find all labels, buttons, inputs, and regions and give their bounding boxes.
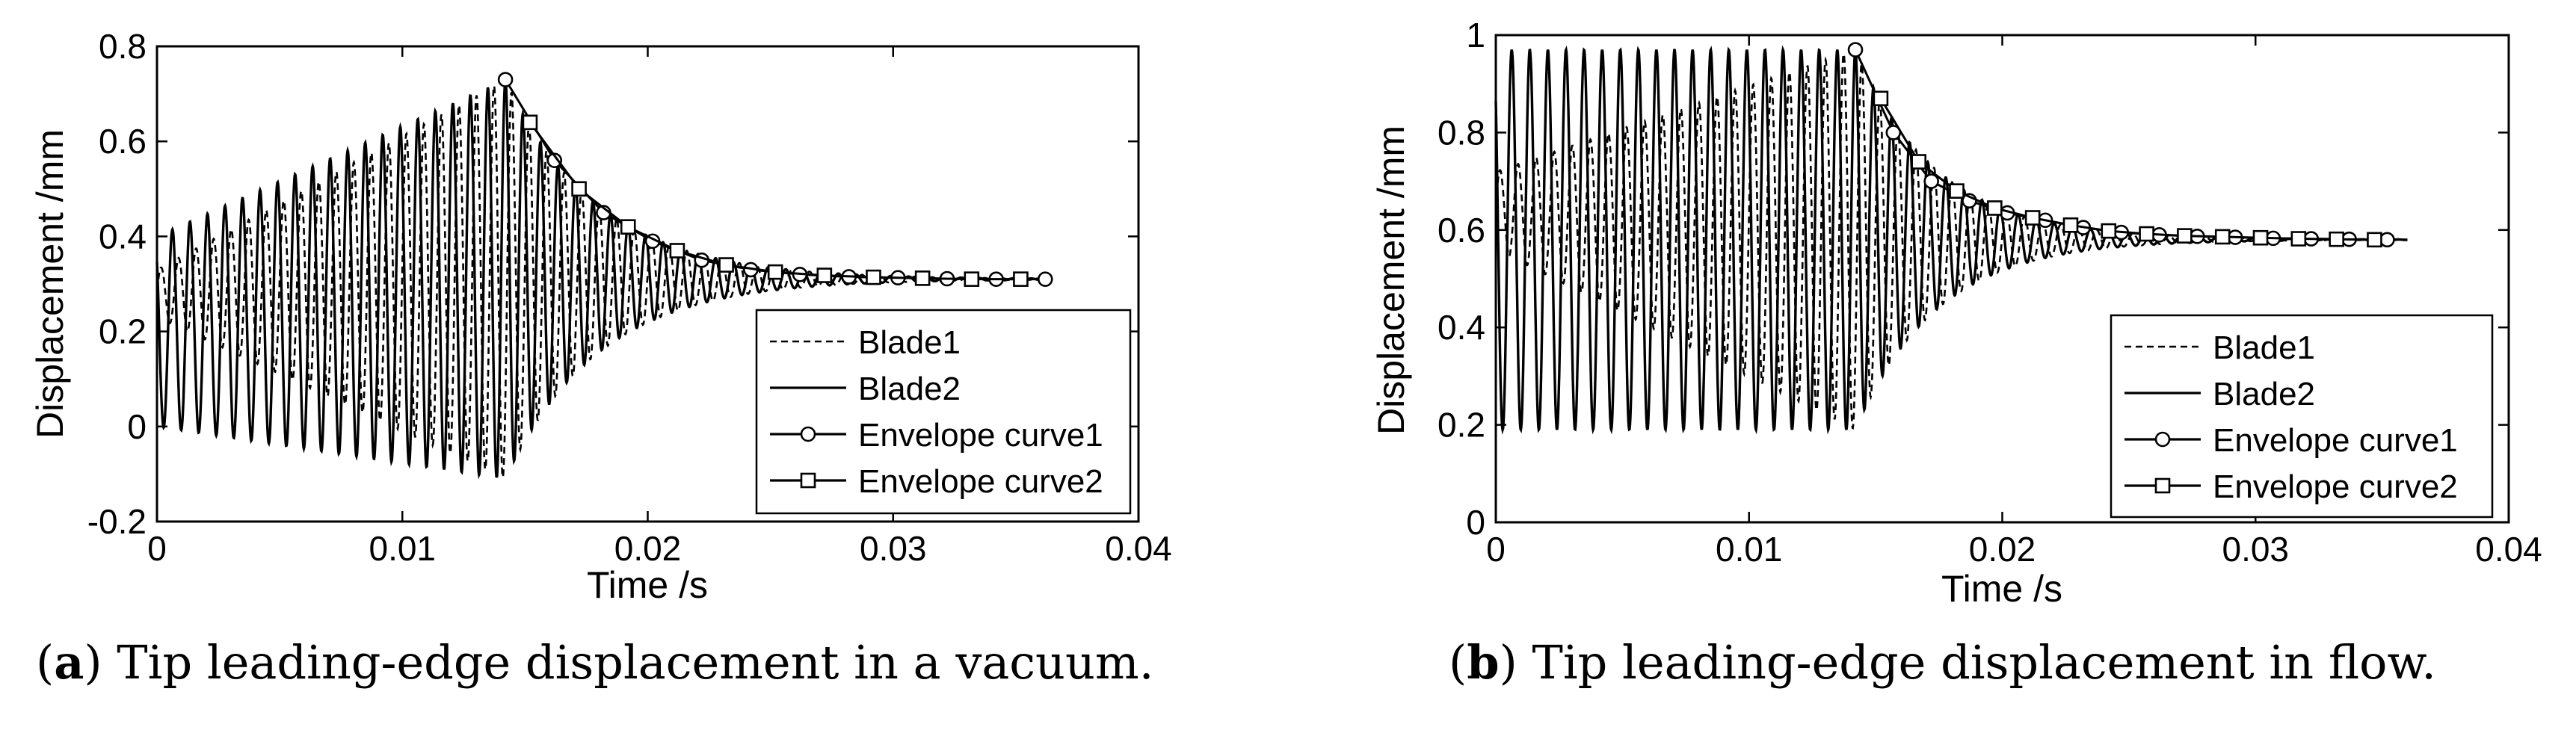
panel-b-marker-envelope-curve2 [2367,232,2382,248]
panel-b-ytick-label: 0.6 [1438,211,1485,250]
panel-a-legend-label-envelope-curve2: Envelope curve2 [858,463,1103,500]
panel-b-legend-label-blade2: Blade2 [2213,376,2315,412]
panel-a-ytick-label: -0.2 [87,502,147,541]
panel-b-marker-envelope-curve2 [1911,154,1927,170]
panel-a-marker-envelope-curve2 [914,270,931,286]
panel-b-xtick-label: 0.02 [1969,530,2036,569]
panel-b-x-ticks: 0 0.01 0.02 0.03 0.04 [1486,35,2542,569]
panel-a-marker-envelope-curve2 [620,219,636,235]
panel-a-x-ticks: 0 0.01 0.02 0.03 0.04 [147,46,1172,568]
panel-b-xtick-label: 0.04 [2475,530,2542,569]
panel-a-marker-envelope-curve2 [1013,271,1029,287]
panel-a-ytick-label: 0.2 [99,312,147,351]
panel-b-marker-envelope-curve2 [2252,229,2269,246]
panel-b-plot-frame [1494,34,2510,524]
panel-a-xtick-label: 0.01 [369,529,436,568]
panel-b-marker-envelope-curve2 [1949,183,1965,199]
panel-a-marker-envelope-curve2 [669,243,685,259]
panel-b-ytick-label: 1 [1466,16,1485,55]
panel-a-ytick-label: 0.8 [99,27,147,66]
panel-b-ytick-label: 0.8 [1438,113,1485,152]
panel-b-xlabel: Time /s [1941,568,2062,610]
panel-a-marker-envelope-curve2 [767,264,783,280]
panel-b-marker-envelope-curve1 [1847,42,1864,58]
panel-a-marker-envelope-curve2 [866,269,881,285]
panel-a-marker-envelope-curve2 [964,271,980,287]
panel-a-marker-envelope-curve1 [497,72,514,87]
panel-b-legend-marker-envelope-curve2 [2154,477,2171,494]
panel-a-marker-envelope-curve2 [522,114,538,131]
panel-b-marker-envelope-curve2 [2139,226,2154,242]
caption-b: (b) Tip leading-edge displacement in flo… [1449,635,2436,690]
panel-a-xtick-label: 0.03 [860,529,927,568]
panel-b-legend-box [2110,314,2494,519]
panel-a-ytick-label: 0 [127,407,147,446]
panel-a-legend-label-envelope-curve1: Envelope curve1 [858,417,1103,454]
panel-a-xtick-label: 0.04 [1105,529,1172,568]
panel-b-legend-label-envelope-curve1: Envelope curve1 [2213,422,2458,459]
panel-a-marker-envelope-curve1 [546,152,563,168]
panel-b-marker-envelope-curve2 [2329,231,2344,247]
panel-a-legend-label-blade1: Blade1 [858,324,961,361]
panel-a-marker-envelope-curve2 [571,181,587,197]
panel-a-series-layer [155,72,1053,480]
panel-b-marker-envelope-curve2 [2062,217,2079,233]
panel-b: 0 0.01 0.02 0.03 0.04 0 0.2 0.4 0.6 0.8 1 Time /s… [1370,16,2542,610]
panel-b-ytick-label: 0.4 [1438,308,1485,347]
panel-b-legend-marker-envelope-curve1 [2154,431,2171,448]
panel-a-marker-envelope-curve1 [1037,271,1053,287]
panel-b-series-blade1 [1494,50,2408,430]
panel-b-ylabel: Displacement /mm [1370,126,1412,435]
panel-a-legend-marker-envelope-curve1 [800,426,816,442]
panel-a: 0 0.01 0.02 0.03 0.04 -0.200.20.40.60.8 Time… [29,27,1172,606]
caption-a-text: Tip leading-edge displacement in a vacuu… [117,635,1154,690]
panel-a-legend-marker-envelope-curve2 [800,472,816,489]
caption-b-text: Tip leading-edge displacement in flow. [1532,635,2436,690]
panel-b-legend: Blade1 Blade2 Envelope curve1 Envelope curv… [2110,314,2494,519]
panel-b-legend-label-blade1: Blade1 [2213,330,2315,366]
panel-b-legend-label-envelope-curve2: Envelope curve2 [2213,468,2458,505]
panel-b-xtick-label: 0 [1486,530,1506,569]
panel-a-y-ticks: -0.2 0 0.2 0.4 0.6 0.8 [87,27,1138,541]
panel-a-marker-envelope-curve2 [816,267,833,283]
panel-a-ytick-label: 0.6 [99,122,147,161]
panel-a-xtick-label: 0.02 [614,529,682,568]
panel-b-marker-envelope-curve2 [2290,231,2307,247]
panel-a-xtick-label: 0 [147,529,167,568]
panel-a-ylabel: Displacement /mm [29,129,71,439]
panel-a-marker-envelope-curve2 [718,257,734,273]
panel-a-legend-label-blade2: Blade2 [858,371,961,407]
panel-b-marker-envelope-curve1 [1923,173,1939,189]
panel-a-legend: Blade1 Blade2 Envelope curve1 Envelope curv… [755,309,1132,515]
panel-b-marker-envelope-curve2 [2024,210,2041,226]
panel-b-ytick-label: 0.2 [1438,406,1485,445]
caption-a: (a) Tip leading-edge displacement in a v… [36,635,1154,690]
panel-b-marker-envelope-curve1 [2379,232,2395,248]
panel-b-marker-envelope-curve2 [2214,229,2231,245]
panel-b-marker-envelope-curve2 [2177,228,2193,244]
panel-b-xtick-label: 0.01 [1716,530,1783,569]
panel-a-ytick-label: 0.4 [99,217,147,256]
panel-b-marker-envelope-curve2 [2101,223,2117,239]
panel-b-ytick-label: 0 [1466,503,1485,542]
panel-a-xlabel: Time /s [587,564,708,606]
caption-a-label: a [54,635,84,690]
panel-b-marker-envelope-curve2 [1987,200,2003,216]
panel-b-series-layer [1494,42,2408,435]
panel-b-y-ticks: 0 0.2 0.4 0.6 0.8 1 [1438,16,2509,542]
caption-b-label: b [1467,635,1500,690]
panel-b-xtick-label: 0.03 [2222,530,2289,569]
panel-b-marker-envelope-curve2 [1873,90,1889,107]
